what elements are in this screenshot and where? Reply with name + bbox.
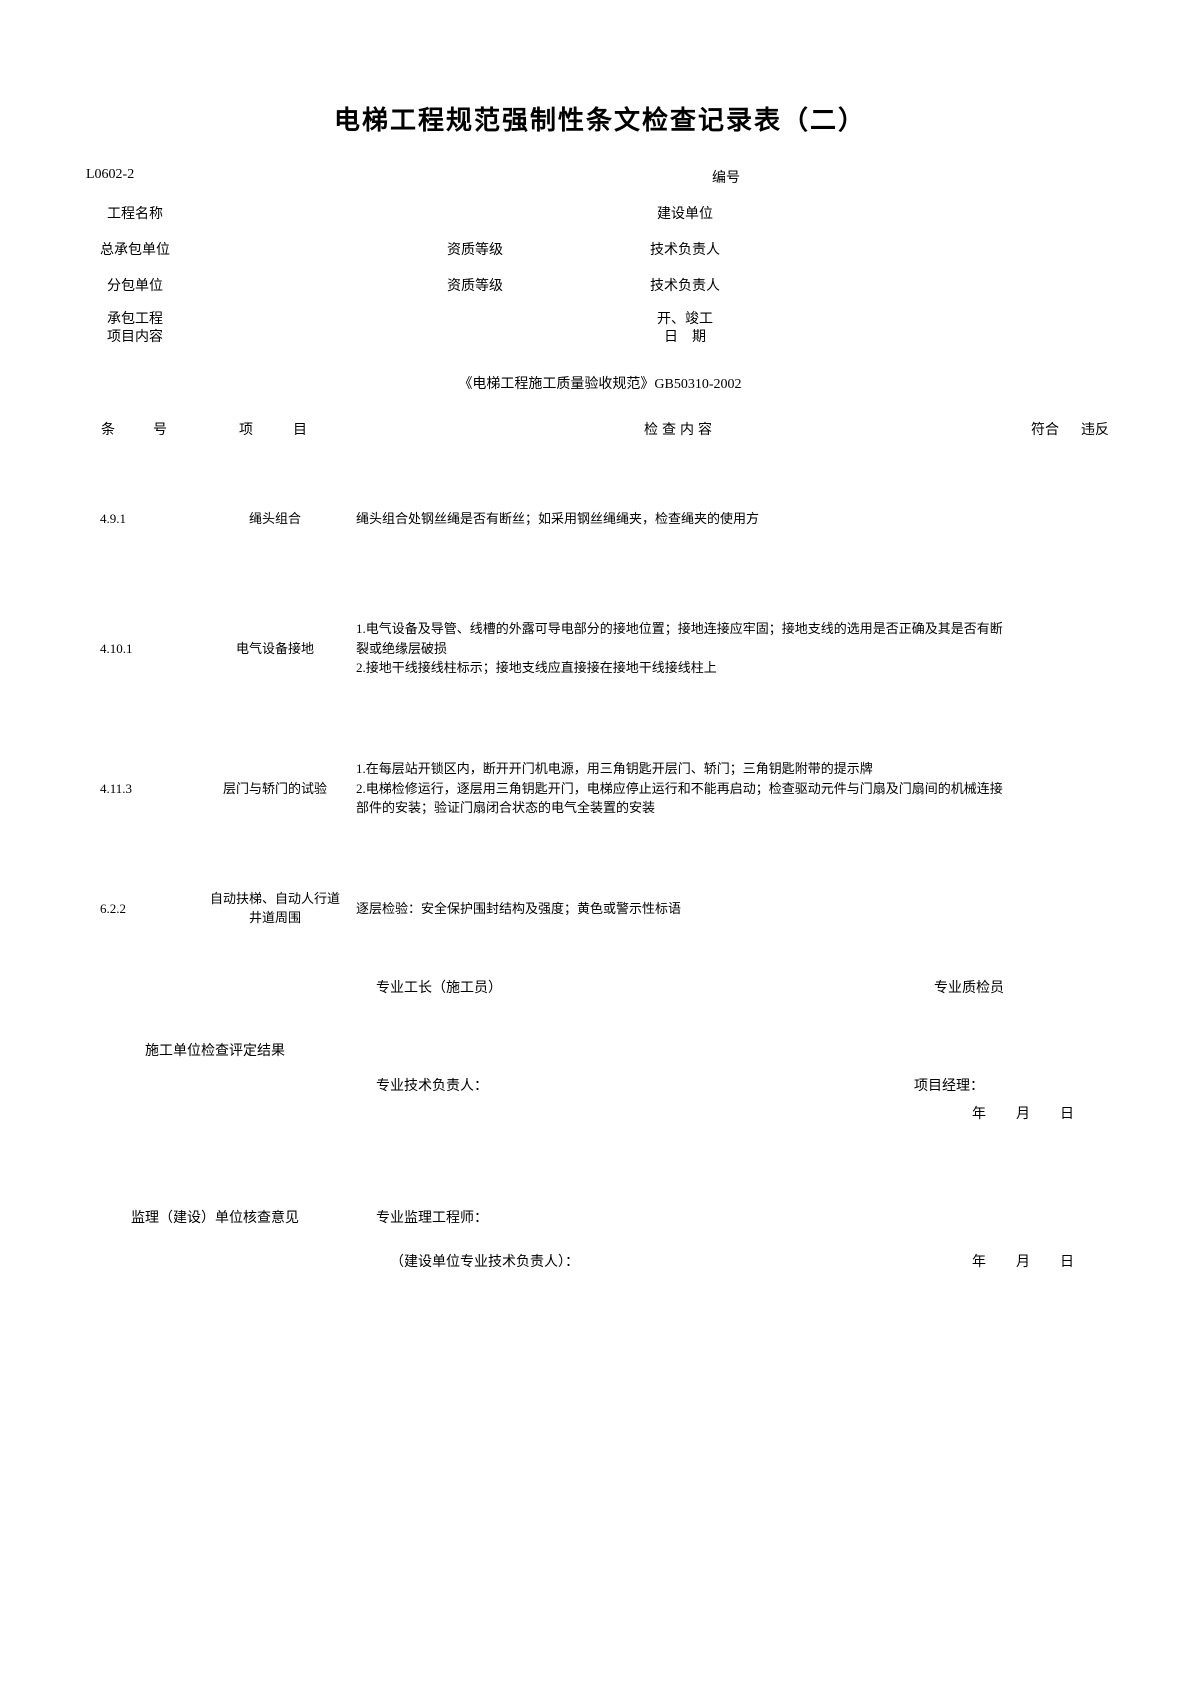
day-label-2: 日 xyxy=(1060,1251,1074,1271)
inspection-table: 条 号 项 目 检查内容 符合 违反 4.9.1 绳头组合 绳头组合处钢丝绳是否… xyxy=(80,405,1120,953)
spec-title: 《电梯工程施工质量验收规范》GB50310-2002 xyxy=(80,355,1120,405)
conform-cell xyxy=(1020,713,1070,863)
start-end-date-label: 开、竣工日 期 xyxy=(630,303,740,355)
contract-scope-label: 承包工程项目内容 xyxy=(80,303,190,355)
tech-leader-label: 专业技术负责人： xyxy=(376,1075,488,1095)
month-label: 月 xyxy=(1016,1103,1030,1123)
project-name-value xyxy=(190,195,630,231)
qual-level-2-label: 资质等级 xyxy=(420,267,530,303)
supervising-engineer-label: 专业监理工程师： xyxy=(376,1211,488,1226)
qual-level-1-label: 资质等级 xyxy=(420,231,530,267)
general-contractor-value xyxy=(190,231,420,267)
footer-table: 施工单位检查评定结果 专业工长（施工员） 专业质检员 专业技术负责人： 项目经理… xyxy=(80,963,1120,1297)
content-cell: 逐层检验：安全保护围封结构及强度；黄色或警示性标语 xyxy=(350,863,1020,953)
item-cell: 绳头组合 xyxy=(200,453,350,583)
construction-unit-label: 建设单位 xyxy=(630,195,740,231)
item-cell: 自动扶梯、自动人行道井道周围 xyxy=(200,863,350,953)
year-label-2: 年 xyxy=(972,1251,986,1271)
violate-cell xyxy=(1070,713,1120,863)
construction-unit-value xyxy=(740,195,1120,231)
table-header-row: 条 号 项 目 检查内容 符合 违反 xyxy=(80,405,1120,453)
col-item-header: 项 目 xyxy=(200,405,350,453)
serial-number-label: 编号 xyxy=(712,167,1120,187)
table-row: 4.10.1 电气设备接地 1.电气设备及导管、线槽的外露可导电部分的接地位置；… xyxy=(80,583,1120,713)
item-cell: 层门与轿门的试验 xyxy=(200,713,350,863)
month-label-2: 月 xyxy=(1016,1251,1030,1271)
content-cell: 1.在每层站开锁区内，断开开门机电源，用三角钥匙开层门、轿门；三角钥匙附带的提示… xyxy=(350,713,1020,863)
col-content-header: 检查内容 xyxy=(350,405,1020,453)
subcontractor-value xyxy=(190,267,420,303)
violate-cell xyxy=(1070,453,1120,583)
table-row: 6.2.2 自动扶梯、自动人行道井道周围 逐层检验：安全保护围封结构及强度；黄色… xyxy=(80,863,1120,953)
conform-cell xyxy=(1020,863,1070,953)
table-row: 4.9.1 绳头组合 绳头组合处钢丝绳是否有断丝；如采用钢丝绳绳夹，检查绳夹的使… xyxy=(80,453,1120,583)
tech-lead-2-value xyxy=(740,267,1120,303)
project-name-label: 工程名称 xyxy=(80,195,190,231)
clause-cell: 4.11.3 xyxy=(80,713,200,863)
col-violate-header: 违反 xyxy=(1070,405,1120,453)
violate-cell xyxy=(1070,863,1120,953)
clause-cell: 4.10.1 xyxy=(80,583,200,713)
day-label: 日 xyxy=(1060,1103,1074,1123)
supervision-opinion-label: 监理（建设）单位核查意见 xyxy=(80,1137,350,1297)
year-label: 年 xyxy=(972,1103,986,1123)
sig-row-2: 专业技术负责人： 项目经理： 年 月 日 xyxy=(350,1061,1120,1137)
tech-lead-1-value xyxy=(740,231,1120,267)
project-manager-label: 项目经理： xyxy=(914,1075,1074,1095)
inspection-result-label: 施工单位检查评定结果 xyxy=(80,963,350,1137)
violate-cell xyxy=(1070,583,1120,713)
qual-level-2-value xyxy=(530,267,630,303)
sig-spacer xyxy=(350,1011,1120,1061)
start-end-date-value xyxy=(740,303,1120,355)
subcontractor-label: 分包单位 xyxy=(80,267,190,303)
clause-cell: 6.2.2 xyxy=(80,863,200,953)
contract-scope-value xyxy=(190,303,630,355)
owner-tech-lead-label: （建设单位专业技术负责人）： xyxy=(376,1251,579,1271)
content-cell: 绳头组合处钢丝绳是否有断丝；如采用钢丝绳绳夹，检查绳夹的使用方 xyxy=(350,453,1020,583)
sig-row-1: 专业工长（施工员） 专业质检员 xyxy=(350,963,1120,1011)
col-conform-header: 符合 xyxy=(1020,405,1070,453)
sig-row-3: 专业监理工程师： xyxy=(350,1137,1120,1237)
form-code-row: L0602-2 编号 xyxy=(80,167,1120,195)
sig-row-4: （建设单位专业技术负责人）： 年 月 日 xyxy=(350,1237,1120,1297)
tech-lead-2-label: 技术负责人 xyxy=(630,267,740,303)
clause-cell: 4.9.1 xyxy=(80,453,200,583)
conform-cell xyxy=(1020,583,1070,713)
general-contractor-label: 总承包单位 xyxy=(80,231,190,267)
form-code: L0602-2 xyxy=(80,167,134,187)
conform-cell xyxy=(1020,453,1070,583)
quality-inspector-label: 专业质检员 xyxy=(934,977,1074,997)
page-title: 电梯工程规范强制性条文检查记录表（二） xyxy=(80,100,1120,137)
item-cell: 电气设备接地 xyxy=(200,583,350,713)
foreman-label: 专业工长（施工员） xyxy=(376,977,502,997)
content-cell: 1.电气设备及导管、线槽的外露可导电部分的接地位置；接地连接应牢固；接地支线的选… xyxy=(350,583,1020,713)
col-clause-header: 条 号 xyxy=(80,405,200,453)
tech-lead-1-label: 技术负责人 xyxy=(630,231,740,267)
table-row: 4.11.3 层门与轿门的试验 1.在每层站开锁区内，断开开门机电源，用三角钥匙… xyxy=(80,713,1120,863)
qual-level-1-value xyxy=(530,231,630,267)
header-table: 工程名称 建设单位 总承包单位 资质等级 技术负责人 分包单位 资质等级 技术负… xyxy=(80,195,1120,355)
